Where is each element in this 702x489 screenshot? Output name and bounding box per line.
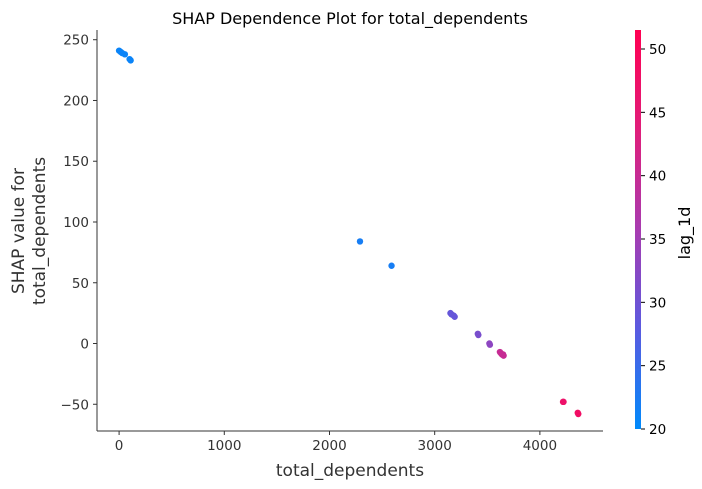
y-tick-label: 0 (80, 337, 89, 353)
y-axis-label-line-2: total_dependents (30, 157, 50, 305)
y-axis-label: SHAP value for total_dependents (9, 157, 50, 305)
colorbar-tick-label: 45 (649, 105, 666, 121)
y-tick-label: 150 (63, 154, 89, 170)
scatter-point (560, 398, 567, 406)
x-tick-label: 0 (115, 438, 124, 454)
y-tick-label: 100 (63, 215, 89, 231)
y-tick-label: 200 (63, 93, 89, 109)
scatter-point (388, 262, 395, 269)
colorbar-label: lag_1d (675, 207, 695, 260)
scatter-point (127, 57, 134, 64)
colorbar-tick-label: 20 (649, 422, 666, 438)
x-tick-label: 3000 (418, 438, 452, 454)
scatter-point (451, 313, 458, 320)
scatter-points (115, 47, 582, 418)
scatter-point (356, 238, 364, 245)
y-tick-label: −50 (61, 397, 90, 413)
x-tick-label: 4000 (523, 438, 557, 454)
scatter-point (486, 341, 494, 348)
x-axis-label: total_dependents (276, 461, 424, 481)
scatter-point (500, 352, 507, 359)
colorbar-tick-label: 40 (649, 169, 666, 185)
y-tick-label: 250 (63, 33, 89, 49)
y-tick-label: 50 (72, 276, 89, 292)
colorbar-tick-label: 35 (649, 232, 666, 248)
chart-title: SHAP Dependence Plot for total_dependent… (172, 9, 528, 29)
y-axis-ticks: −50 0 50 100 150 200 250 (61, 33, 97, 413)
y-axis-label-line-1: SHAP value for (9, 168, 29, 294)
scatter-point (575, 410, 582, 418)
x-tick-label: 2000 (312, 438, 346, 454)
colorbar-tick-label: 25 (649, 359, 666, 375)
scatter-point (475, 331, 482, 339)
colorbar-tick-label: 50 (649, 42, 666, 58)
colorbar (635, 30, 641, 429)
x-axis-ticks: 0 1000 2000 3000 4000 (115, 431, 557, 454)
scatter-point (121, 51, 129, 58)
x-tick-label: 1000 (207, 438, 241, 454)
colorbar-ticks: 20 25 30 35 40 45 50 (641, 42, 666, 438)
colorbar-tick-label: 30 (649, 295, 666, 311)
